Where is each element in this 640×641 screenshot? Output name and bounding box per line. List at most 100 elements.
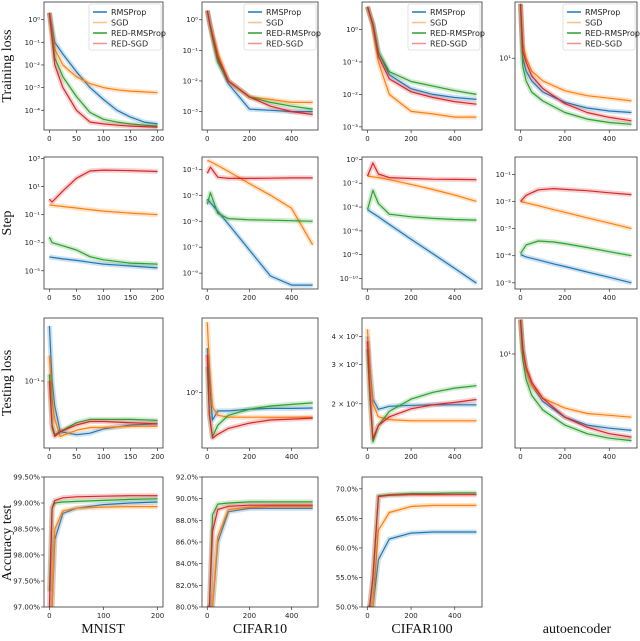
- series-line-red-sgd: [519, 319, 632, 438]
- series-band-rmsprop: [367, 529, 477, 607]
- series-line-red-sgd: [48, 495, 158, 607]
- series-line-sgd: [367, 175, 477, 202]
- series-line-sgd: [519, 3, 632, 102]
- y-tick-label: 10⁻¹: [496, 171, 512, 179]
- x-tick-label: 0: [365, 612, 369, 620]
- axes-frame: [361, 476, 483, 608]
- series-line-red-sgd: [366, 6, 477, 105]
- y-tick-label: 10⁻²: [183, 77, 199, 85]
- y-tick-label: 10⁻²: [25, 61, 41, 69]
- row-label-training-loss: Training loss: [0, 29, 15, 103]
- series-line-rmsprop: [49, 256, 158, 269]
- series-line-sgd: [48, 355, 158, 437]
- x-tick-label: 200: [243, 453, 256, 461]
- plot-area: [367, 490, 477, 607]
- y-tick-label: 10⁻¹: [25, 211, 41, 219]
- panel-r2-c3: 0 200 400 10¹: [499, 317, 638, 461]
- col-label-autoencoder: autoencoder: [542, 622, 612, 637]
- series-band-red-rmsprop: [518, 238, 632, 259]
- x-tick-label: 0: [205, 294, 209, 302]
- plot-area: [46, 12, 158, 130]
- axes-frame: [361, 317, 483, 449]
- y-tick-label: 10⁻³: [25, 84, 41, 92]
- y-tick-label: 10⁻²: [496, 198, 512, 206]
- axes-frame: [201, 1, 319, 131]
- x-tick-label: 200: [243, 294, 256, 302]
- panel-r3-c0: 0 100 200 99.50% 99.00% 98.50% 98.00% 97.50% 97.…: [13, 474, 164, 621]
- panel-r3-c1: 0 200 400 92.0% 90.0% 88.0% 86.0% 84.0% 82.0% 80.…: [176, 474, 319, 620]
- panel-r2-c0: 0 50 100 150 200 10⁻¹: [25, 317, 164, 461]
- axes-frame: [361, 1, 483, 131]
- y-tick-label: 10⁻¹: [183, 166, 199, 174]
- axes-frame: [201, 317, 319, 449]
- x-tick-label: 100: [97, 135, 110, 143]
- y-tick-label: 97.50%: [13, 578, 40, 586]
- series-band-red-sgd: [47, 167, 158, 205]
- series-line-rmsprop: [367, 531, 477, 607]
- x-tick-label: 200: [404, 135, 417, 143]
- series-line-sgd: [520, 200, 632, 230]
- y-tick-label: 10⁻⁶: [343, 227, 359, 235]
- x-tick-label: 0: [205, 612, 209, 620]
- y-tick-label: 10¹: [28, 183, 40, 191]
- x-tick-label: 0: [518, 453, 522, 461]
- legend-box: [88, 3, 162, 51]
- y-tick-label: 88.0%: [176, 517, 199, 525]
- series-line-red-sgd: [48, 380, 158, 437]
- panel-r2-c1: 0 200 400 10⁰: [186, 317, 319, 461]
- legend-label-rmsprop: RMSProp: [111, 8, 146, 17]
- x-tick-label: 200: [558, 453, 571, 461]
- panel-r1-c3: 0 200 400 10⁻¹ 10⁻² 10⁻³ 10⁻⁴ 10⁻⁵: [496, 156, 638, 302]
- col-label-cifar100: CIFAR100: [391, 622, 453, 637]
- y-tick-label: 10⁻¹: [183, 47, 199, 55]
- y-tick-label: 10⁻⁴: [25, 107, 41, 115]
- x-tick-label: 200: [558, 135, 571, 143]
- x-tick-label: 150: [124, 294, 137, 302]
- series-band-rmsprop: [205, 197, 313, 288]
- plot-area: [46, 493, 158, 607]
- x-tick-label: 200: [404, 612, 417, 620]
- x-tick-label: 200: [151, 135, 164, 143]
- legend-box: [243, 3, 317, 51]
- x-tick-label: 50: [72, 135, 81, 143]
- y-tick-label: 10⁰: [346, 156, 358, 164]
- axes-frame: [361, 156, 483, 290]
- y-tick-label: 70.0%: [336, 485, 359, 493]
- series-line-red-rmsprop: [206, 192, 313, 222]
- x-tick-label: 400: [603, 294, 616, 302]
- plot-area: [204, 321, 313, 441]
- legend-label-red-rmsprop: RED-RMSProp: [266, 29, 321, 38]
- series-line-rmsprop: [520, 254, 632, 284]
- legend-label-red-sgd: RED-SGD: [266, 40, 303, 49]
- y-tick-label: 3 × 10⁰: [332, 361, 359, 369]
- series-line-red-sgd: [206, 354, 313, 439]
- y-tick-label: 99.00%: [13, 500, 40, 508]
- x-tick-label: 150: [124, 453, 137, 461]
- y-tick-label: 99.50%: [13, 474, 40, 482]
- y-tick-label: 10⁻¹: [25, 377, 41, 385]
- series-line-rmsprop: [367, 209, 477, 284]
- x-tick-label: 150: [124, 135, 137, 143]
- legend-label-sgd: SGD: [430, 19, 447, 28]
- series-line-red-sgd: [366, 162, 477, 181]
- panel-r1-c2: 0 200 400 10⁰ 10⁻² 10⁻⁴ 10⁻⁶ 10⁻⁸ 10⁻¹⁰: [340, 156, 483, 302]
- plot-area: [365, 160, 478, 286]
- series-line-red-sgd: [367, 494, 477, 607]
- series-line-rmsprop: [49, 501, 158, 607]
- x-tick-label: 400: [603, 453, 616, 461]
- y-tick-label: 10⁻⁴: [343, 204, 359, 212]
- x-tick-label: 400: [448, 612, 461, 620]
- series-band-sgd: [206, 157, 315, 247]
- x-tick-label: 200: [243, 612, 256, 620]
- series-band-red-sgd: [518, 319, 632, 440]
- series-line-rmsprop: [48, 12, 158, 125]
- y-tick-label: 92.0%: [176, 474, 199, 482]
- plot-area: [365, 329, 477, 445]
- series-line-sgd: [49, 506, 158, 607]
- series-line-sgd: [366, 329, 477, 422]
- x-tick-label: 0: [205, 453, 209, 461]
